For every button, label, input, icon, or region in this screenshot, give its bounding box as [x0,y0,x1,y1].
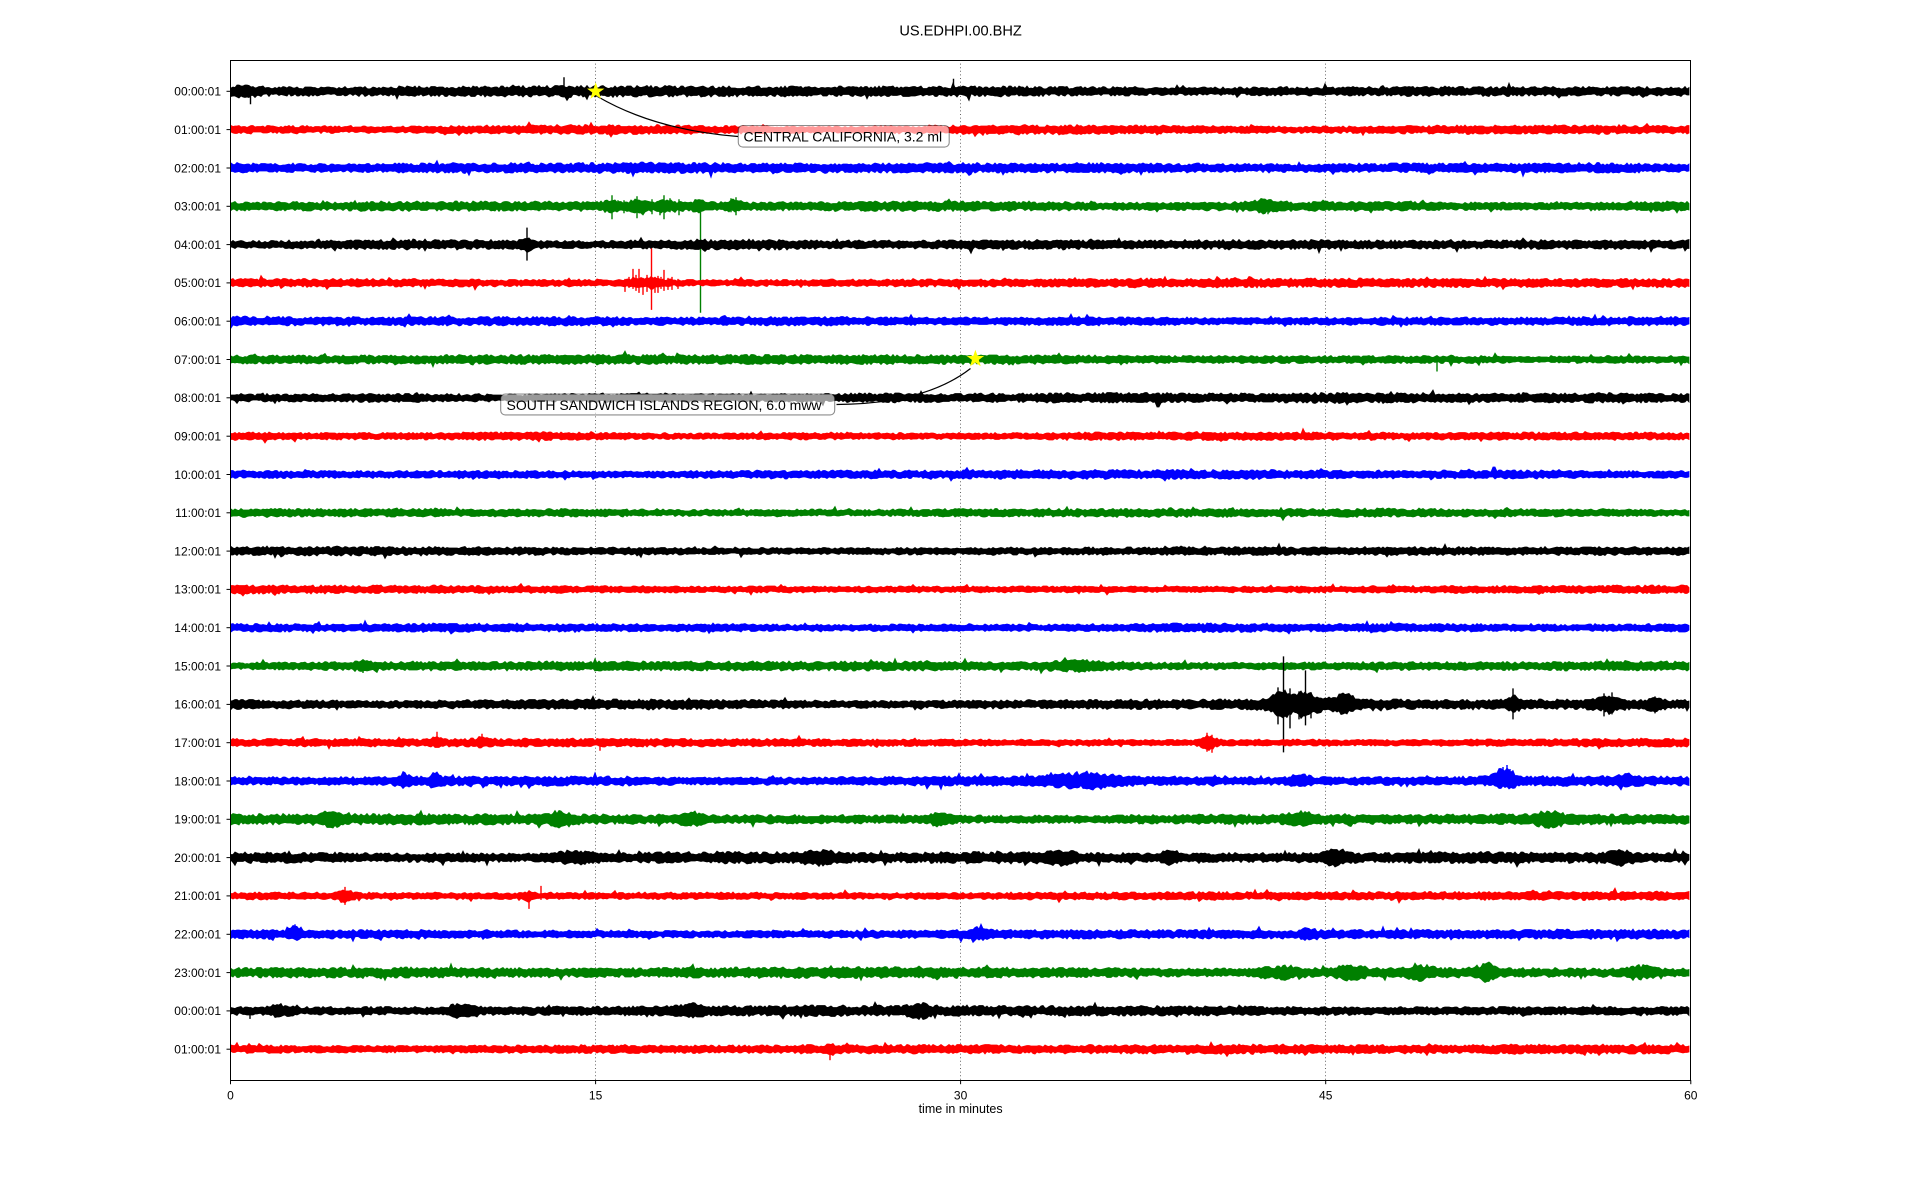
svg-text:06:00:01: 06:00:01 [174,315,221,329]
svg-text:SOUTH SANDWICH ISLANDS REGION,: SOUTH SANDWICH ISLANDS REGION, 6.0 mww [507,397,823,413]
svg-text:14:00:01: 14:00:01 [174,621,221,635]
svg-text:12:00:01: 12:00:01 [174,544,221,558]
svg-text:08:00:01: 08:00:01 [174,391,221,405]
svg-text:00:00:01: 00:00:01 [174,1004,221,1018]
svg-text:07:00:01: 07:00:01 [174,353,221,367]
svg-text:30: 30 [954,1089,968,1103]
svg-text:01:00:01: 01:00:01 [174,123,221,137]
svg-text:10:00:01: 10:00:01 [174,468,221,482]
svg-text:02:00:01: 02:00:01 [174,161,221,175]
svg-text:03:00:01: 03:00:01 [174,200,221,214]
svg-text:16:00:01: 16:00:01 [174,698,221,712]
svg-text:CENTRAL CALIFORNIA, 3.2 ml: CENTRAL CALIFORNIA, 3.2 ml [744,129,943,145]
svg-text:60: 60 [1684,1089,1698,1103]
svg-text:00:00:01: 00:00:01 [174,85,221,99]
svg-text:01:00:01: 01:00:01 [174,1043,221,1057]
svg-text:23:00:01: 23:00:01 [174,966,221,980]
svg-text:US.EDHPI.00.BHZ: US.EDHPI.00.BHZ [899,24,1022,40]
svg-text:45: 45 [1319,1089,1333,1103]
svg-text:time in minutes: time in minutes [919,1102,1003,1116]
svg-text:20:00:01: 20:00:01 [174,851,221,865]
svg-text:09:00:01: 09:00:01 [174,430,221,444]
svg-text:04:00:01: 04:00:01 [174,238,221,252]
svg-text:13:00:01: 13:00:01 [174,583,221,597]
svg-text:11:00:01: 11:00:01 [175,506,221,520]
svg-text:22:00:01: 22:00:01 [174,928,221,942]
svg-text:19:00:01: 19:00:01 [174,813,221,827]
svg-text:05:00:01: 05:00:01 [174,276,221,290]
svg-text:0: 0 [227,1089,234,1103]
svg-text:17:00:01: 17:00:01 [174,736,221,750]
svg-text:15:00:01: 15:00:01 [174,659,221,673]
svg-text:18:00:01: 18:00:01 [174,774,221,788]
svg-text:15: 15 [589,1089,603,1103]
svg-text:21:00:01: 21:00:01 [174,889,221,903]
